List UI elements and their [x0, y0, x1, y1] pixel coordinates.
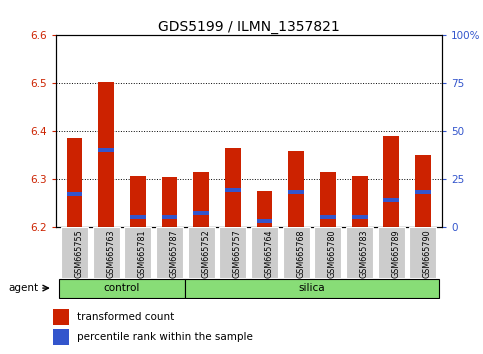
Bar: [130, 215, 146, 219]
Text: GSM665757: GSM665757: [233, 229, 242, 278]
FancyBboxPatch shape: [378, 227, 405, 278]
Bar: [415, 155, 431, 227]
Text: control: control: [104, 283, 140, 293]
Bar: [162, 177, 177, 227]
Text: GSM665787: GSM665787: [170, 229, 179, 278]
Text: GSM665790: GSM665790: [423, 229, 432, 278]
FancyBboxPatch shape: [185, 279, 439, 298]
FancyBboxPatch shape: [61, 227, 88, 278]
Text: silica: silica: [299, 283, 326, 293]
Text: GSM665781: GSM665781: [138, 229, 147, 278]
Bar: [384, 136, 399, 227]
FancyBboxPatch shape: [93, 227, 120, 278]
Bar: [288, 151, 304, 227]
FancyBboxPatch shape: [410, 227, 437, 278]
Text: GSM665752: GSM665752: [201, 229, 210, 278]
Bar: [288, 190, 304, 194]
FancyBboxPatch shape: [125, 227, 151, 278]
Text: GSM665763: GSM665763: [106, 229, 115, 278]
FancyBboxPatch shape: [346, 227, 373, 278]
FancyBboxPatch shape: [188, 227, 215, 278]
Bar: [193, 172, 209, 227]
Bar: [53, 330, 69, 345]
Text: GSM665789: GSM665789: [391, 229, 400, 278]
FancyBboxPatch shape: [59, 279, 185, 298]
FancyBboxPatch shape: [156, 227, 183, 278]
Bar: [384, 198, 399, 202]
Bar: [225, 188, 241, 192]
Bar: [225, 148, 241, 227]
Text: GSM665783: GSM665783: [360, 229, 369, 278]
Bar: [53, 309, 69, 325]
Bar: [99, 148, 114, 152]
Text: GSM665764: GSM665764: [265, 229, 273, 278]
Title: GDS5199 / ILMN_1357821: GDS5199 / ILMN_1357821: [158, 21, 340, 34]
Text: GSM665780: GSM665780: [328, 229, 337, 278]
Bar: [67, 192, 83, 196]
Bar: [99, 82, 114, 227]
FancyBboxPatch shape: [219, 227, 246, 278]
Text: GSM665755: GSM665755: [74, 229, 84, 278]
Bar: [256, 191, 272, 227]
FancyBboxPatch shape: [314, 227, 341, 278]
Bar: [320, 172, 336, 227]
Text: GSM665768: GSM665768: [296, 229, 305, 278]
Bar: [352, 176, 368, 227]
Bar: [193, 211, 209, 215]
Bar: [162, 215, 177, 219]
Text: transformed count: transformed count: [77, 312, 174, 322]
Bar: [256, 219, 272, 223]
Bar: [352, 215, 368, 219]
Bar: [130, 176, 146, 227]
Bar: [320, 215, 336, 219]
Text: agent: agent: [8, 283, 39, 293]
Bar: [67, 138, 83, 227]
Text: percentile rank within the sample: percentile rank within the sample: [77, 332, 253, 342]
FancyBboxPatch shape: [251, 227, 278, 278]
FancyBboxPatch shape: [283, 227, 310, 278]
Bar: [415, 190, 431, 194]
